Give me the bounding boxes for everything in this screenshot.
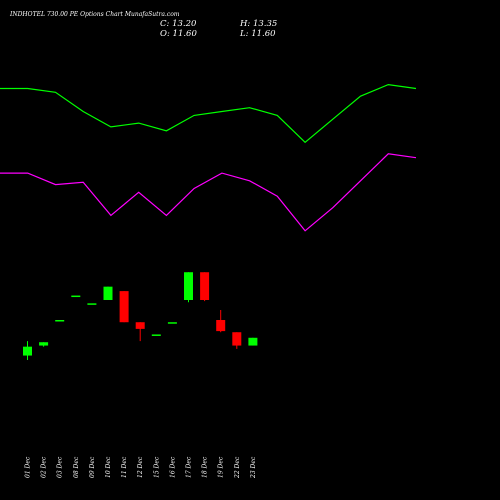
x-tick-label: 03 Dec: [57, 456, 64, 478]
candle-13: [232, 332, 242, 349]
x-tick-label: 12 Dec: [137, 456, 144, 478]
candle-2: [55, 320, 65, 322]
high-label: H: 13.35: [239, 19, 277, 29]
candle-body: [87, 303, 97, 305]
candle-11: [200, 272, 210, 302]
candle-body: [151, 334, 161, 336]
candle-body: [167, 322, 177, 324]
candle-14: [248, 337, 258, 346]
candle-body: [23, 346, 32, 356]
candle-body: [103, 286, 113, 300]
x-tick-label: 02 Dec: [41, 456, 48, 478]
candle-body: [135, 322, 145, 329]
candle-body: [200, 272, 210, 300]
x-tick-label: 17 Dec: [186, 456, 193, 478]
candle-10: [184, 272, 193, 303]
x-tick-label: 22 Dec: [234, 456, 241, 479]
x-tick-label: 01 Dec: [25, 456, 32, 478]
candle-body: [119, 291, 129, 323]
x-tick-label: 19 Dec: [218, 456, 225, 478]
candlesticks: [23, 272, 258, 360]
candle-6: [119, 291, 129, 323]
x-tick-label: 18 Dec: [202, 456, 209, 478]
chart-title: INDHOTEL 730.00 PE Options Chart MunafaS…: [9, 11, 180, 18]
candle-8: [151, 334, 161, 336]
indicator-lines: [0, 83, 417, 232]
candle-1: [39, 342, 49, 347]
candle-12: [216, 310, 226, 333]
candle-body: [71, 295, 81, 298]
candle-body: [39, 342, 49, 346]
x-tick-label: 23 Dec: [250, 456, 257, 479]
candle-body: [55, 320, 65, 322]
x-axis-labels: 01 Dec 02 Dec 03 Dec 08 Dec 09 Dec 10 Dec 11 D…: [25, 456, 257, 479]
x-tick-label: 16 Dec: [169, 456, 176, 478]
x-tick-label: 09 Dec: [89, 456, 96, 478]
candle-9: [167, 322, 177, 324]
upper-band-line: [0, 83, 417, 144]
lower-band-line: [0, 153, 417, 232]
x-tick-label: 11 Dec: [121, 456, 128, 478]
x-tick-label: 08 Dec: [73, 456, 80, 478]
candle-body: [216, 320, 226, 332]
low-label: L: 11.60: [239, 29, 276, 39]
candle-3: [71, 295, 81, 298]
candle-7: [135, 322, 145, 342]
candle-body: [184, 272, 193, 300]
candle-body: [248, 337, 258, 346]
open-label: O: 11.60: [160, 29, 197, 39]
close-label: C: 13.20: [160, 19, 197, 29]
x-tick-label: 10 Dec: [105, 456, 112, 478]
candle-5: [103, 286, 113, 300]
candle-4: [87, 303, 97, 305]
candle-body: [232, 332, 242, 346]
candle-0: [23, 341, 32, 360]
x-tick-label: 15 Dec: [153, 456, 160, 478]
